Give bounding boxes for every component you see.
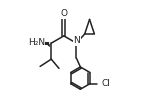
Text: Cl: Cl xyxy=(101,79,110,88)
Text: O: O xyxy=(60,9,67,18)
Text: ,: , xyxy=(48,38,51,48)
Text: H₂N: H₂N xyxy=(28,38,45,47)
Text: N: N xyxy=(74,36,80,45)
